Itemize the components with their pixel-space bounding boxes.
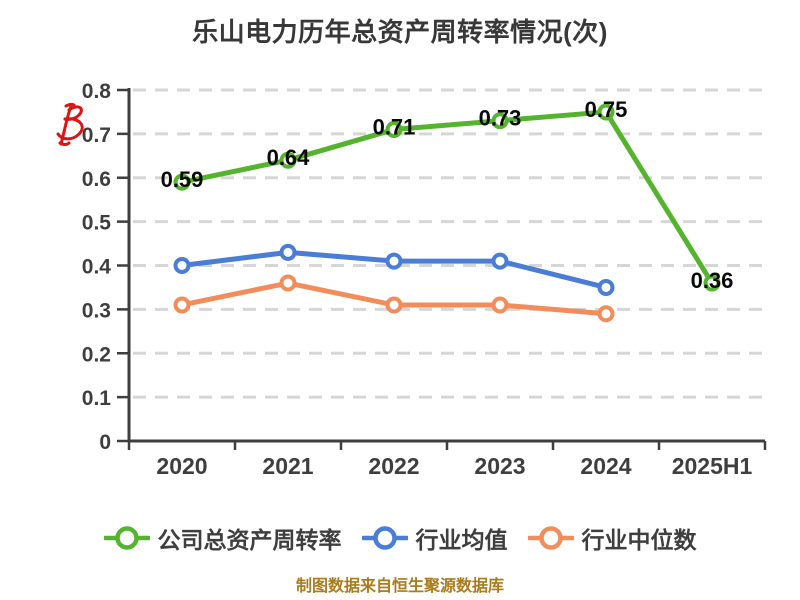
y-tick-label: 0 xyxy=(99,431,111,454)
legend-label-industry-median: 行业中位数 xyxy=(581,527,697,553)
y-tick-label: 0.8 xyxy=(82,80,112,103)
y-tick-label: 0.4 xyxy=(82,256,112,279)
red-scribble-b-watermark-icon xyxy=(56,102,84,146)
y-tick-label: 0.3 xyxy=(82,299,111,322)
legend-marker-blue-line-dot-icon xyxy=(361,526,408,550)
y-tick-label: 0.1 xyxy=(82,387,112,410)
legend-item-industry-median: 行业中位数 xyxy=(527,521,697,555)
data-point xyxy=(597,103,615,121)
data-point xyxy=(279,151,297,169)
data-point xyxy=(173,173,191,191)
series-line xyxy=(179,109,715,286)
data-point xyxy=(173,296,191,314)
data-point xyxy=(279,243,297,261)
y-tick-label: 0.5 xyxy=(82,212,112,235)
data-point xyxy=(491,296,509,314)
data-point-label: 0.36 xyxy=(691,268,734,293)
x-tick-label: 2022 xyxy=(368,453,419,479)
x-tick-label: 2024 xyxy=(580,453,631,479)
data-point xyxy=(597,278,615,296)
legend-item-industry-average: 行业均值 xyxy=(361,521,508,555)
data-source-caption: 制图数据来自恒生聚源数据库 xyxy=(295,578,504,595)
x-tick-label: 2023 xyxy=(474,453,525,479)
data-point-label: 0.75 xyxy=(585,97,628,122)
y-tick-label: 0.2 xyxy=(82,343,111,366)
data-point xyxy=(385,120,403,138)
data-point-label: 0.59 xyxy=(161,167,204,192)
data-point xyxy=(279,274,297,292)
x-tick-label: 2020 xyxy=(156,453,207,479)
data-point xyxy=(597,305,615,323)
y-tick-label: 0.6 xyxy=(82,168,111,191)
x-tick-label: 2025H1 xyxy=(672,453,753,479)
data-point-label: 0.73 xyxy=(479,106,522,131)
data-point xyxy=(385,296,403,314)
data-point-label: 0.71 xyxy=(373,114,416,139)
legend-item-company-turnover: 公司总资产周转率 xyxy=(103,521,342,555)
data-point xyxy=(385,252,403,270)
data-point xyxy=(173,257,191,274)
data-point xyxy=(703,274,721,292)
data-point xyxy=(491,252,509,270)
data-point-label: 0.64 xyxy=(267,145,311,170)
data-point xyxy=(491,112,509,130)
legend-marker-orange-line-dot-icon xyxy=(527,526,574,550)
x-tick-label: 2021 xyxy=(262,453,313,479)
y-tick-label: 0.7 xyxy=(82,124,111,147)
legend-label-industry-average: 行业均值 xyxy=(415,527,508,553)
legend-label-company-turnover: 公司总资产周转率 xyxy=(157,527,342,553)
chart-title: 乐山电力历年总资产周转率情况(次) xyxy=(192,17,608,47)
chart-legend: 公司总资产周转率 行业均值 行业中位数 xyxy=(0,521,800,555)
legend-marker-green-line-dot-icon xyxy=(103,526,150,550)
